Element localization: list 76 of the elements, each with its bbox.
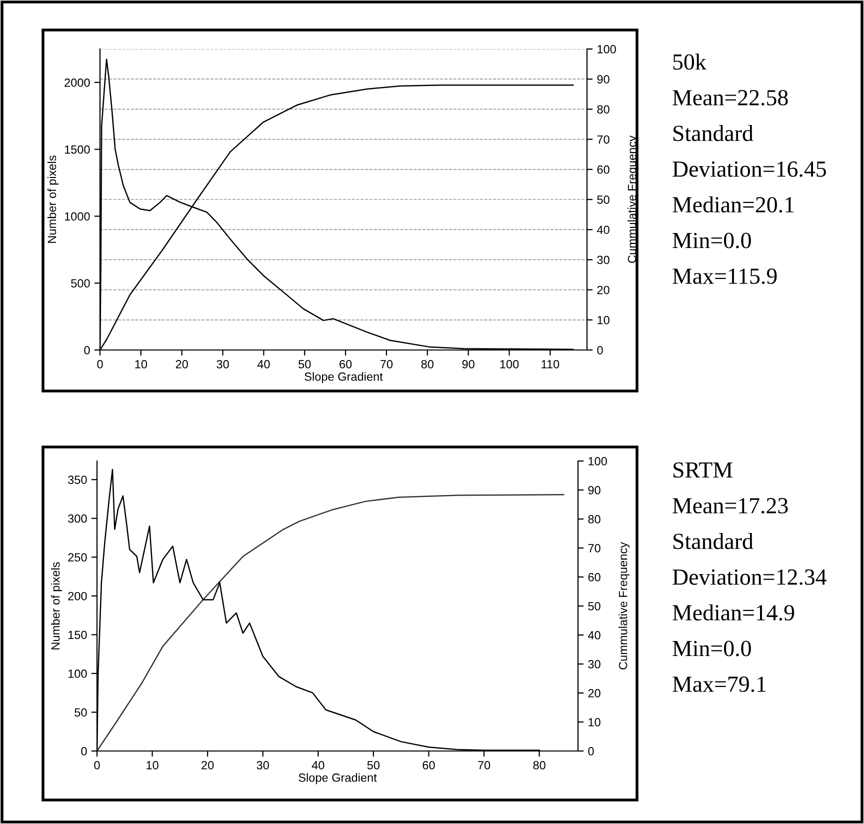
y2-tick-label: 50 <box>588 602 600 610</box>
text: Deviation=16.45 <box>672 161 826 177</box>
y-tick-label: 0 <box>84 346 90 354</box>
x-tick-label: 70 <box>478 761 490 770</box>
y2-tick-label: 0 <box>597 346 603 354</box>
y2-tick-label: 80 <box>588 515 600 524</box>
y2-tick-label: 10 <box>588 718 600 726</box>
x-tick-label: 30 <box>256 761 269 770</box>
x-tick-label: 50 <box>367 761 380 770</box>
x-axis-title: Slope Gradient <box>298 773 377 784</box>
y-tick-label: 500 <box>71 279 90 288</box>
y2-tick-label: 10 <box>598 316 610 324</box>
x-tick-label: 70 <box>380 360 393 368</box>
y2-tick-label: 60 <box>588 573 600 582</box>
y2-tick-label: 20 <box>588 689 600 698</box>
y2-axis-title: Cummulative Frequency <box>628 136 639 263</box>
x-tick-label: 60 <box>422 761 435 770</box>
y2-tick-label: 60 <box>597 165 610 174</box>
x-tick-label: 40 <box>312 761 324 770</box>
x-tick-label: 40 <box>257 360 270 368</box>
y2-tick-label: 90 <box>588 486 600 494</box>
text: Standard <box>674 533 754 550</box>
y2-tick-label: 30 <box>597 256 610 264</box>
y2-tick-label: 100 <box>598 45 616 54</box>
text: Max=79.1 <box>672 676 766 692</box>
x-tick-label: 0 <box>97 360 103 368</box>
y-tick-label: 100 <box>68 669 87 678</box>
x-tick-label: 90 <box>462 360 474 368</box>
x-tick-label: 110 <box>542 360 560 368</box>
text: 50k <box>673 54 706 70</box>
text: Mean=22.58 <box>672 90 788 106</box>
text: Mean=17.23 <box>672 498 788 514</box>
x-tick-label: 50 <box>298 360 311 368</box>
y2-tick-label: 70 <box>588 544 600 552</box>
text: Min=0.0 <box>672 232 751 248</box>
y2-tick-label: 100 <box>588 457 607 466</box>
x-tick-label: 60 <box>340 360 352 368</box>
y2-tick-label: 50 <box>597 196 610 204</box>
y2-tick-label: 0 <box>588 747 594 756</box>
x-tick-label: 10 <box>146 761 158 770</box>
y-tick-label: 1000 <box>64 212 90 221</box>
text: Deviation=12.34 <box>672 569 826 585</box>
y-tick-label: 0 <box>81 747 87 756</box>
y-tick-label: 2000 <box>64 78 90 87</box>
x-tick-label: 20 <box>202 761 214 770</box>
y2-axis-title: Cummulative Frequency <box>618 542 630 670</box>
text: SRTM <box>674 462 732 478</box>
x-tick-label: 20 <box>176 360 188 368</box>
x-tick-label: 100 <box>500 360 519 368</box>
y-axis-title: Number of pixels <box>51 562 62 650</box>
y-tick-label: 50 <box>74 708 87 717</box>
y-tick-label: 350 <box>68 476 87 484</box>
y-tick-label: 1500 <box>64 145 90 154</box>
y-tick-label: 250 <box>68 553 87 562</box>
y2-tick-label: 80 <box>597 105 610 114</box>
y-axis-title: Number of pixels <box>47 156 58 243</box>
x-axis-title: Slope Gradient <box>304 372 383 384</box>
x-tick-label: 10 <box>135 360 148 368</box>
y2-tick-label: 30 <box>588 660 600 668</box>
y-tick-label: 150 <box>68 630 87 640</box>
y2-tick-label: 20 <box>597 286 610 294</box>
text: Median=20.1 <box>672 196 794 213</box>
text: Median=14.9 <box>672 604 794 621</box>
x-tick-label: 80 <box>421 360 434 368</box>
x-tick-label: 80 <box>533 761 546 770</box>
text: Max=115.9 <box>672 268 777 284</box>
y-tick-label: 300 <box>68 514 87 523</box>
y2-tick-label: 40 <box>588 631 600 640</box>
text: Standard <box>674 125 754 142</box>
y2-tick-label: 90 <box>597 75 610 84</box>
y-tick-label: 200 <box>68 592 87 600</box>
y2-tick-label: 40 <box>596 226 610 234</box>
x-tick-label: 0 <box>94 761 100 770</box>
y2-tick-label: 70 <box>597 135 610 144</box>
text: Min=0.0 <box>672 640 751 656</box>
x-tick-label: 30 <box>216 360 229 368</box>
